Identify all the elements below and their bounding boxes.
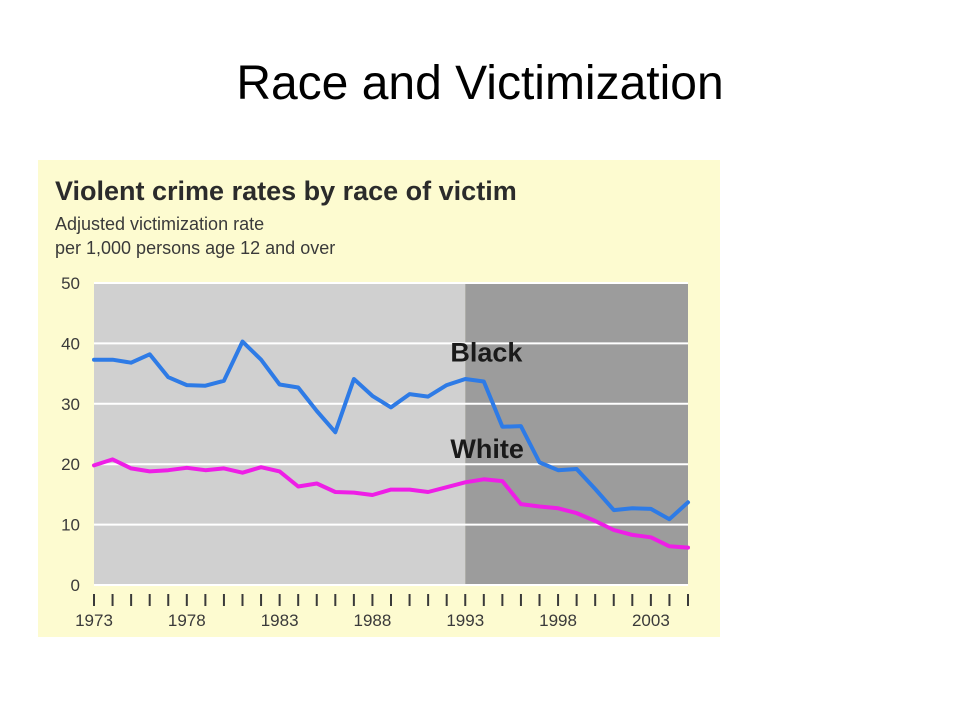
y-tick-label: 40	[61, 334, 80, 353]
plot-background	[94, 283, 466, 585]
chart-subtitle-line-1: Adjusted victimization rate	[55, 214, 264, 234]
series-line-black	[92, 339, 690, 522]
y-tick-label: 10	[61, 516, 80, 535]
chart-subtitle-line-2: per 1,000 persons age 12 and over	[55, 238, 335, 258]
slide-title: Race and Victimization	[236, 57, 724, 110]
x-tick-label: 1978	[168, 611, 206, 630]
y-tick-label: 50	[61, 274, 80, 293]
plot-area: 0 10 20 30 40 50 1973 1978 1983 1988 1993 1998 2003 B…	[61, 274, 690, 630]
chart-svg: Violent crime rates by race of victim Ad…	[55, 176, 690, 630]
chart-title: Violent crime rates by race of victim	[55, 176, 517, 206]
series-label-white: White	[450, 434, 524, 464]
chart-panel: Violent crime rates by race of victim Ad…	[38, 160, 720, 637]
shaded-region	[465, 283, 688, 585]
x-tick-label: 1993	[446, 611, 484, 630]
series-line-white	[92, 457, 690, 550]
y-tick-label: 30	[61, 395, 80, 414]
x-tick-label: 1973	[75, 611, 113, 630]
x-tick-label: 1983	[261, 611, 299, 630]
x-tick-label: 2003	[632, 611, 670, 630]
x-tick-label: 1998	[539, 611, 577, 630]
y-tick-label: 0	[71, 576, 80, 595]
series-label-black: Black	[450, 338, 523, 368]
x-tick-label: 1988	[354, 611, 392, 630]
y-tick-label: 20	[61, 455, 80, 474]
